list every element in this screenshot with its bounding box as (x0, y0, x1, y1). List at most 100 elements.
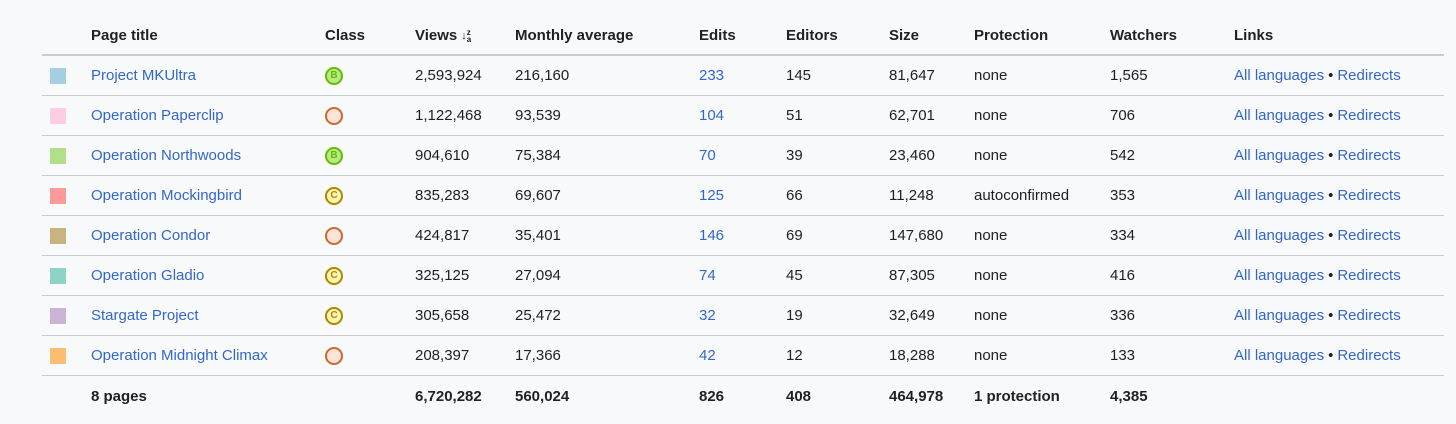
edits-link[interactable]: 104 (699, 107, 725, 124)
monthly-cell: 17,366 (515, 335, 699, 376)
editors-cell: 66 (786, 175, 889, 216)
page-title-link[interactable]: Operation Northwoods (91, 147, 242, 164)
watchers-cell: 706 (1110, 95, 1234, 136)
totals-swatch (42, 376, 91, 417)
totals-editors: 408 (786, 387, 812, 405)
class-badge-icon: B (325, 66, 343, 85)
protection-cell: none (974, 335, 1110, 376)
color-swatch (50, 308, 66, 325)
size-cell: 147,680 (889, 215, 974, 256)
monthly-cell: 35,401 (515, 215, 699, 256)
header-protection[interactable]: Protection (974, 16, 1110, 56)
sort-descending-icon[interactable]: ↓z a (461, 27, 472, 44)
table-row: Operation Gladio C 325,125 27,094 74 45 87,305… (42, 255, 1444, 296)
class-badge-icon: B (325, 146, 343, 165)
all-languages-link[interactable]: All languages (1234, 347, 1325, 364)
color-swatch (50, 108, 66, 125)
link-separator: • (1328, 187, 1334, 204)
all-languages-link[interactable]: All languages (1234, 107, 1325, 124)
row-swatch-cell (42, 175, 91, 216)
edits-link[interactable]: 70 (699, 147, 716, 164)
table-row: Operation Northwoods B 904,610 75,384 70 39 23… (42, 135, 1444, 176)
class-cell: B (325, 55, 415, 96)
watchers-cell: 416 (1110, 255, 1234, 296)
edits-link[interactable]: 233 (699, 67, 725, 84)
monthly-cell: 25,472 (515, 295, 699, 336)
editors-cell: 51 (786, 95, 889, 136)
page-title-link[interactable]: Operation Gladio (91, 267, 205, 284)
links-cell: All languages • Redirects (1234, 95, 1444, 136)
link-separator: • (1328, 107, 1334, 124)
redirects-link[interactable]: Redirects (1337, 187, 1401, 204)
redirects-link[interactable]: Redirects (1337, 147, 1401, 164)
page-title-link[interactable]: Operation Mockingbird (91, 187, 242, 204)
views-cell: 2,593,924 (415, 55, 515, 96)
page-title-link[interactable]: Stargate Project (91, 307, 199, 324)
redirects-link[interactable]: Redirects (1337, 267, 1401, 284)
edits-link[interactable]: 125 (699, 187, 725, 204)
size-cell: 81,647 (889, 55, 974, 96)
header-views[interactable]: Views ↓z a (415, 16, 515, 56)
editors-cell: 19 (786, 295, 889, 336)
page-title-link[interactable]: Project MKUltra (91, 67, 197, 84)
edits-cell: 104 (699, 95, 786, 136)
edits-link[interactable]: 146 (699, 227, 725, 244)
links-cell: All languages • Redirects (1234, 295, 1444, 336)
color-swatch (50, 148, 66, 165)
class-badge-icon (325, 106, 343, 125)
watchers-cell: 334 (1110, 215, 1234, 256)
totals-links (1234, 376, 1444, 417)
header-editors[interactable]: Editors (786, 16, 889, 56)
color-swatch (50, 188, 66, 205)
row-swatch-cell (42, 255, 91, 296)
editors-cell: 39 (786, 135, 889, 176)
views-cell: 904,610 (415, 135, 515, 176)
class-cell: C (325, 255, 415, 296)
header-edits[interactable]: Edits (699, 16, 786, 56)
class-cell: B (325, 135, 415, 176)
all-languages-link[interactable]: All languages (1234, 187, 1325, 204)
redirects-link[interactable]: Redirects (1337, 107, 1401, 124)
edits-cell: 74 (699, 255, 786, 296)
results-table-container: Page title Class Views ↓z a Monthly averag… (42, 16, 1444, 416)
totals-edits: 826 (699, 387, 725, 405)
page-title-link[interactable]: Operation Midnight Climax (91, 347, 268, 364)
redirects-link[interactable]: Redirects (1337, 347, 1401, 364)
class-cell (325, 335, 415, 376)
redirects-link[interactable]: Redirects (1337, 307, 1401, 324)
page-title-link[interactable]: Operation Paperclip (91, 107, 224, 124)
protection-cell: none (974, 135, 1110, 176)
all-languages-link[interactable]: All languages (1234, 227, 1325, 244)
class-cell (325, 95, 415, 136)
all-languages-link[interactable]: All languages (1234, 67, 1325, 84)
monthly-cell: 75,384 (515, 135, 699, 176)
header-size[interactable]: Size (889, 16, 974, 56)
all-languages-link[interactable]: All languages (1234, 267, 1325, 284)
class-badge-icon: C (325, 266, 343, 285)
totals-class (325, 376, 415, 417)
page-title-cell: Operation Northwoods (91, 135, 325, 176)
redirects-link[interactable]: Redirects (1337, 227, 1401, 244)
all-languages-link[interactable]: All languages (1234, 147, 1325, 164)
color-swatch (50, 348, 66, 365)
header-title[interactable]: Page title (91, 16, 325, 56)
row-swatch-cell (42, 55, 91, 96)
watchers-cell: 353 (1110, 175, 1234, 216)
header-row: Page title Class Views ↓z a Monthly averag… (42, 16, 1444, 56)
header-class[interactable]: Class (325, 16, 415, 56)
all-languages-link[interactable]: All languages (1234, 307, 1325, 324)
size-cell: 11,248 (889, 175, 974, 216)
header-watchers[interactable]: Watchers (1110, 16, 1234, 56)
page-title-cell: Stargate Project (91, 295, 325, 336)
edits-link[interactable]: 42 (699, 347, 716, 364)
redirects-link[interactable]: Redirects (1337, 67, 1401, 84)
size-cell: 32,649 (889, 295, 974, 336)
links-cell: All languages • Redirects (1234, 135, 1444, 176)
page-title-link[interactable]: Operation Condor (91, 227, 211, 244)
header-monthly[interactable]: Monthly average (515, 16, 699, 56)
edits-link[interactable]: 32 (699, 307, 716, 324)
page-title-cell: Project MKUltra (91, 55, 325, 96)
row-swatch-cell (42, 95, 91, 136)
edits-link[interactable]: 74 (699, 267, 716, 284)
watchers-cell: 336 (1110, 295, 1234, 336)
